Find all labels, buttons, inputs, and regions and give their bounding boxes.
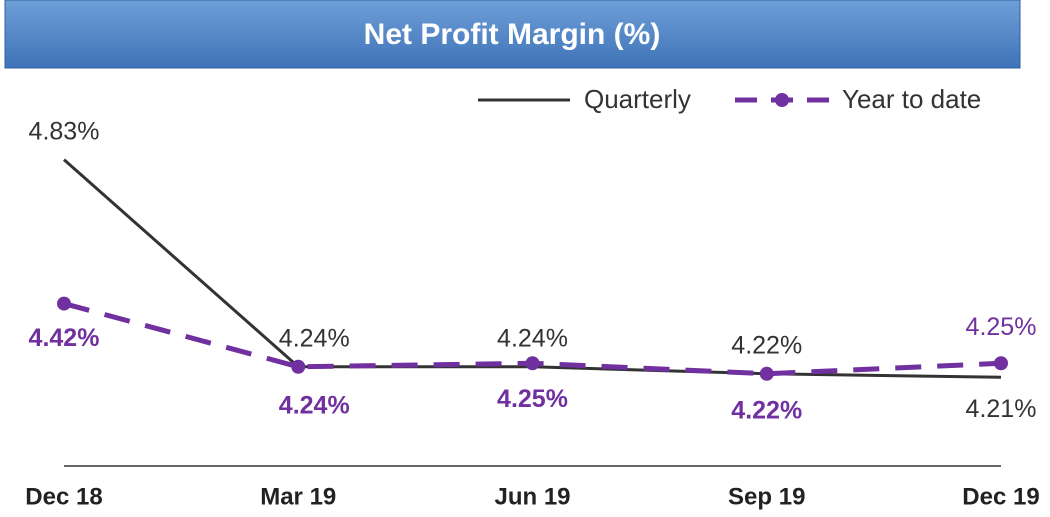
data-label: 4.25% (497, 385, 568, 413)
point (57, 296, 71, 311)
x-tick-label: Dec 18 (25, 483, 102, 510)
data-label: 4.25% (966, 313, 1037, 341)
x-tick-label: Sep 19 (728, 483, 805, 510)
legend-swatch-marker (775, 93, 789, 107)
x-tick-label: Dec 19 (962, 483, 1039, 510)
data-label: 4.22% (731, 331, 802, 359)
title-bar (4, 0, 1021, 69)
point (525, 356, 540, 371)
point (291, 359, 306, 374)
point (994, 356, 1008, 371)
point (759, 366, 774, 381)
data-label: 4.24% (497, 324, 568, 352)
data-label: 4.24% (279, 324, 350, 352)
legend-label: Year to date (842, 84, 981, 114)
data-label: 4.83% (29, 117, 100, 145)
data-label: 4.21% (966, 395, 1037, 423)
x-tick-label: Jun 19 (494, 483, 570, 510)
chart-title: Net Profit Margin (%) (364, 18, 661, 51)
x-tick-label: Mar 19 (260, 483, 336, 510)
data-label: 4.22% (731, 396, 802, 424)
data-label: 4.42% (29, 324, 100, 352)
legend-label: Quarterly (584, 84, 691, 114)
data-label: 4.24% (279, 391, 350, 419)
